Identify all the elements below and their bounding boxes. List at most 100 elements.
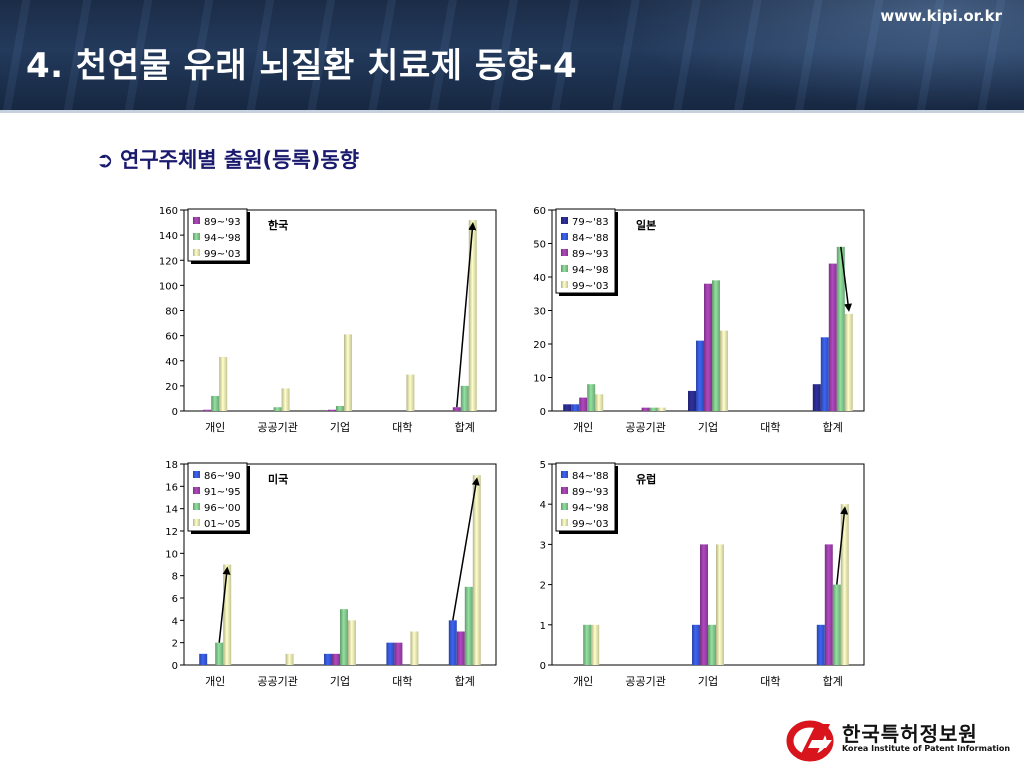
x-tick-label: 기업 (698, 675, 718, 688)
legend-label: 89~'93 (572, 487, 609, 498)
bar (211, 395, 220, 411)
bar (448, 620, 457, 665)
bar (840, 504, 849, 665)
legend-swatch (561, 265, 568, 272)
y-tick-label: 18 (165, 460, 178, 471)
y-tick-label: 0 (172, 407, 178, 418)
y-tick-label: 16 (165, 482, 178, 493)
bar (273, 407, 282, 411)
legend-swatch (561, 217, 568, 224)
chart-title: 한국 (268, 218, 288, 232)
bar (571, 404, 580, 411)
x-tick-label: 개인 (573, 421, 593, 434)
y-tick-label: 12 (165, 527, 178, 538)
trend-arrow (456, 222, 477, 408)
bar (464, 586, 473, 665)
chart-title: 일본 (636, 218, 656, 232)
bar (472, 475, 481, 665)
bar (563, 404, 572, 411)
x-tick-label: 기업 (698, 421, 718, 434)
chart-title: 미국 (268, 472, 288, 486)
legend-label: 84~'88 (572, 233, 609, 244)
legend-label: 89~'93 (204, 217, 241, 228)
bar (692, 624, 700, 665)
legend-swatch (193, 217, 200, 224)
logo-name-english: Korea Institute of Patent Information (842, 744, 1011, 753)
bar (720, 330, 728, 411)
legend-label: 99~'03 (572, 519, 609, 530)
x-tick-label: 대학 (760, 421, 780, 434)
bar (328, 409, 336, 411)
legend-swatch (193, 249, 200, 256)
legend-swatch (193, 487, 200, 494)
bar (324, 653, 332, 665)
bar (460, 385, 469, 411)
legend-label: 96~'00 (204, 503, 241, 514)
y-tick-label: 40 (165, 357, 178, 368)
bar (696, 340, 704, 411)
bar (340, 609, 348, 665)
legend-label: 91~'95 (204, 487, 241, 498)
legend-swatch (561, 519, 568, 526)
y-tick-label: 10 (165, 549, 178, 560)
legend-label: 84~'88 (572, 471, 609, 482)
bar (386, 642, 395, 665)
bar (836, 246, 845, 411)
x-tick-label: 공공기관 (257, 421, 297, 434)
y-tick-label: 4 (172, 616, 178, 627)
legend-label: 99~'03 (204, 249, 241, 260)
bar (468, 220, 477, 411)
y-tick-label: 14 (165, 505, 178, 516)
bar (595, 394, 604, 411)
legend-label: 89~'93 (572, 249, 609, 260)
bar (579, 397, 588, 411)
x-tick-label: 개인 (573, 675, 593, 688)
bar (336, 405, 344, 411)
bar (587, 384, 596, 411)
y-tick-label: 2 (172, 639, 178, 650)
y-tick-label: 4 (540, 500, 546, 511)
legend-swatch (193, 471, 200, 478)
y-tick-label: 1 (540, 621, 546, 632)
x-tick-label: 대학 (392, 675, 412, 688)
legend-swatch (193, 503, 200, 510)
slide-subtitle: ➲ 연구주체별 출원(등록)동향 (96, 144, 359, 174)
slide-title: 4. 천연물 유래 뇌질환 치료제 동향-4 (26, 46, 578, 86)
bar (215, 642, 224, 665)
trend-arrow (836, 506, 849, 585)
chart-europe: 0 1 2 3 4 5 개인 공공기관 기업 대학 합계 유럽 84~'88 89~'93 94~'98 99… (540, 460, 865, 688)
legend-swatch (561, 487, 568, 494)
site-url: www.kipi.or.kr (880, 7, 1002, 25)
bar (812, 384, 821, 411)
header-banner: www.kipi.or.kr 4. 천연물 유래 뇌질환 치료제 동향-4 (0, 0, 1024, 110)
y-tick-label: 0 (540, 407, 546, 418)
y-tick-label: 60 (533, 206, 546, 217)
legend-swatch (561, 233, 568, 240)
bar (700, 544, 708, 665)
x-tick-label: 합계 (455, 421, 475, 434)
bar (394, 642, 403, 665)
bar (712, 280, 720, 411)
y-tick-label: 10 (533, 374, 546, 385)
bar (704, 283, 712, 411)
legend-swatch (561, 281, 568, 288)
y-tick-label: 3 (540, 540, 546, 551)
bar (649, 407, 658, 411)
y-tick-label: 100 (159, 281, 178, 292)
bar (203, 409, 212, 411)
x-tick-label: 대학 (392, 421, 412, 434)
legend-swatch (193, 233, 200, 240)
y-tick-label: 80 (165, 307, 178, 318)
bar (219, 356, 228, 411)
bar (844, 313, 853, 411)
y-tick-label: 8 (172, 572, 178, 583)
bar (828, 263, 837, 411)
x-tick-label: 개인 (205, 421, 225, 434)
y-tick-label: 30 (533, 307, 546, 318)
kipi-logo-icon (786, 720, 834, 762)
y-tick-label: 120 (159, 256, 178, 267)
x-tick-label: 합계 (823, 421, 843, 434)
bar (406, 374, 415, 411)
x-tick-label: 기업 (330, 421, 350, 434)
header-divider (0, 110, 1024, 113)
